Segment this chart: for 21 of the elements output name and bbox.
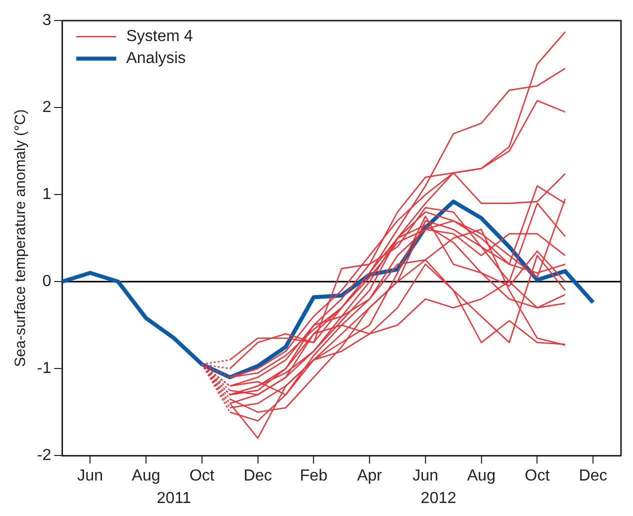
x-tick-label: Oct (189, 468, 215, 485)
x-tick-label: Feb (300, 468, 328, 485)
x-tick-label: Aug (132, 468, 160, 485)
legend-label: System 4 (126, 28, 194, 46)
x-tick-label: Dec (578, 468, 608, 485)
x2-tick-label: 2011 (156, 490, 192, 507)
x-tick-label: Jun (77, 468, 104, 485)
legend-label: Analysis (126, 50, 186, 68)
x2-tick-label: 2012 (420, 490, 456, 507)
y-axis-title: Sea-surface temperature anomaly (°C) (12, 109, 30, 367)
y-tick-label: 1 (42, 186, 52, 204)
y-tick-label: -1 (36, 360, 52, 378)
x-tick-label: Dec (244, 468, 272, 485)
x-tick-label: Apr (357, 468, 383, 485)
y-tick-label: 3 (42, 12, 52, 30)
x-tick-label: Jun (412, 468, 438, 485)
y-tick-label: -2 (36, 447, 52, 464)
y-tick-label: 2 (42, 99, 52, 116)
x-tick-label: Oct (524, 468, 550, 485)
x-tick-label: Aug (467, 468, 496, 485)
y-tick-label: 0 (42, 273, 52, 290)
